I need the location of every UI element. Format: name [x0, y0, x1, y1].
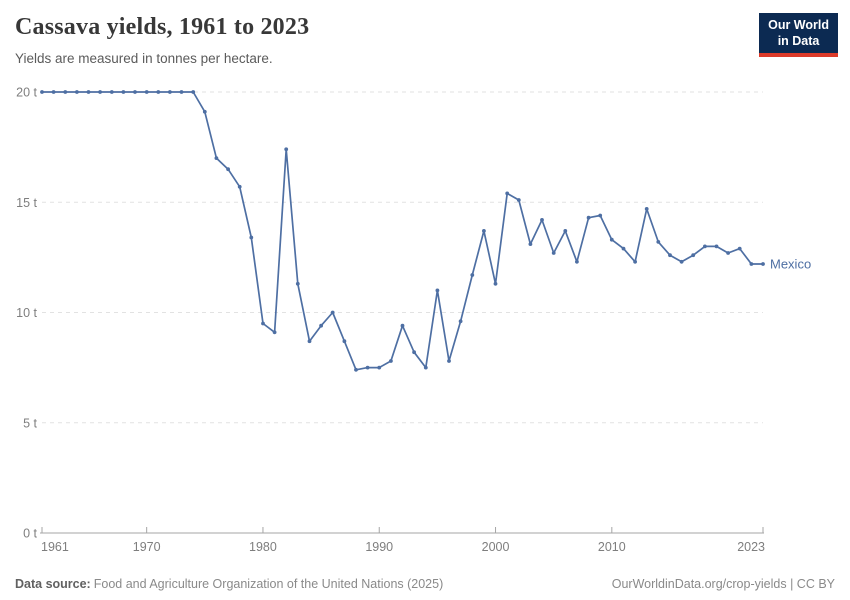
owid-url-link[interactable]: OurWorldinData.org/crop-yields [611, 577, 787, 591]
data-point-marker [179, 90, 184, 94]
data-point-marker [737, 246, 742, 251]
data-point-marker [295, 281, 300, 286]
data-point-marker [505, 191, 510, 196]
data-point-marker [609, 237, 614, 242]
license-link[interactable]: CC BY [796, 577, 835, 591]
y-gridlines [40, 91, 764, 534]
x-tick-label: 2023 [737, 540, 765, 554]
data-point-marker [75, 90, 79, 94]
data-point-marker [412, 350, 416, 355]
data-point-marker [668, 253, 672, 258]
data-point-marker [458, 319, 463, 324]
data-point-marker [470, 273, 475, 277]
data-source-label: Data source: [15, 577, 91, 591]
x-tick-label: 1961 [41, 540, 69, 554]
data-point-marker [726, 251, 730, 255]
y-tick-label: 0 t [23, 527, 37, 541]
data-point-marker [621, 246, 626, 251]
data-point-marker [40, 90, 44, 94]
data-point-marker [679, 259, 684, 264]
series-markers-mexico [40, 90, 765, 372]
data-point-marker [354, 367, 358, 372]
chart-subtitle: Yields are measured in tonnes per hectar… [15, 51, 273, 66]
data-point-marker [86, 90, 91, 94]
data-point-marker [482, 229, 486, 233]
data-point-marker [528, 242, 533, 247]
data-source: Data source: Food and Agriculture Organiz… [15, 577, 443, 591]
data-point-marker [202, 109, 207, 114]
series-line-mexico [41, 91, 764, 371]
data-point-marker [168, 90, 172, 94]
logo-line-2: in Data [777, 33, 820, 48]
y-tick-label: 5 t [23, 416, 37, 430]
x-axis-ticks [41, 527, 764, 533]
data-point-marker [133, 90, 137, 94]
data-point-marker [400, 323, 405, 328]
data-point-marker [51, 90, 56, 94]
x-tick-label: 2000 [482, 540, 510, 554]
data-point-marker [714, 244, 719, 249]
data-point-marker [516, 198, 521, 202]
x-tick-label: 1980 [249, 540, 277, 554]
footer-right: OurWorldinData.org/crop-yields | CC BY [612, 577, 835, 591]
y-tick-label: 15 t [16, 196, 37, 210]
data-point-marker [191, 90, 196, 94]
chart-footer: Data source: Food and Agriculture Organiz… [15, 577, 835, 591]
y-axis-labels: 0 t 5 t 10 t 15 t 20 t [16, 86, 37, 541]
data-point-marker [284, 147, 289, 152]
y-tick-label: 20 t [16, 86, 37, 100]
data-point-marker [493, 281, 498, 286]
data-point-marker [633, 259, 637, 264]
data-point-marker [691, 253, 696, 258]
data-point-marker [144, 90, 149, 94]
data-point-marker [63, 90, 68, 94]
data-point-marker [575, 259, 579, 264]
data-point-marker [272, 330, 277, 335]
series-end-label: Mexico [770, 256, 811, 271]
data-point-marker [447, 359, 451, 363]
data-point-marker [307, 339, 312, 344]
data-point-marker [156, 90, 161, 94]
data-point-marker [98, 90, 102, 94]
logo-line-1: Our World [768, 18, 829, 32]
data-point-marker [365, 365, 370, 370]
data-point-marker [563, 229, 568, 233]
data-point-marker [226, 167, 231, 172]
data-point-marker [586, 215, 591, 220]
data-point-marker [342, 339, 347, 344]
data-point-marker [551, 251, 556, 255]
data-point-marker [237, 184, 242, 189]
page-title: Cassava yields, 1961 to 2023 [15, 14, 310, 40]
x-tick-label: 2010 [598, 540, 626, 554]
y-tick-label: 10 t [16, 306, 37, 320]
data-point-marker [761, 262, 765, 266]
data-point-marker [644, 207, 649, 211]
data-point-marker [703, 244, 707, 249]
data-point-marker [214, 156, 219, 161]
data-point-marker [656, 240, 661, 244]
data-point-marker [330, 310, 335, 315]
data-point-marker [249, 235, 254, 240]
x-tick-label: 1990 [365, 540, 393, 554]
data-source-text: Food and Agriculture Organization of the… [93, 577, 444, 591]
data-point-marker [598, 213, 603, 218]
data-point-marker [540, 218, 544, 222]
x-axis-labels: 1961 1970 1980 1990 2000 2010 2023 [41, 540, 765, 554]
data-point-marker [423, 365, 428, 370]
data-point-marker [121, 90, 126, 94]
data-point-marker [435, 288, 440, 293]
data-point-marker [749, 262, 754, 266]
data-point-marker [319, 323, 323, 328]
data-point-marker [261, 321, 265, 326]
data-point-marker [109, 90, 114, 94]
x-tick-label: 1970 [133, 540, 161, 554]
data-point-marker [377, 365, 382, 370]
data-point-marker [389, 359, 393, 363]
owid-logo[interactable]: Our World in Data [759, 13, 838, 58]
footer-separator: | [786, 577, 797, 591]
